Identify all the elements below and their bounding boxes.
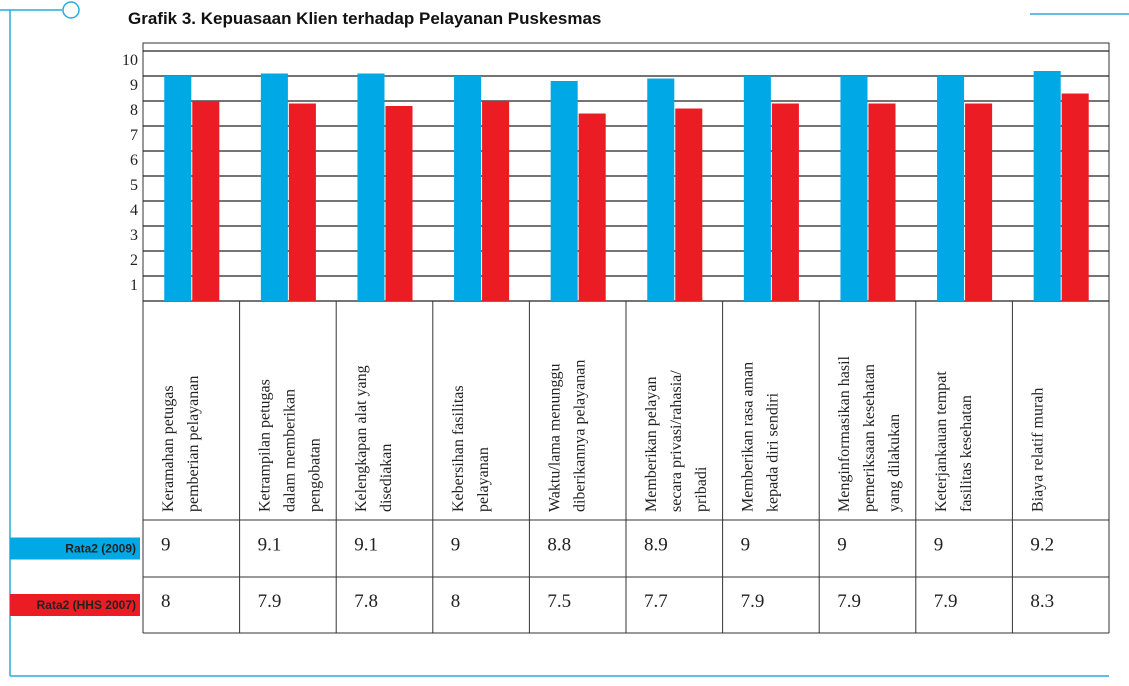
table-value: 9 bbox=[741, 535, 751, 556]
y-tick-label: 10 bbox=[122, 52, 138, 69]
table-value: 8 bbox=[161, 591, 171, 612]
category-label: Keterjankauan tempat bbox=[933, 371, 950, 512]
table-value: 7.9 bbox=[258, 591, 282, 612]
bar bbox=[578, 113, 606, 301]
bar bbox=[385, 106, 413, 301]
table-value: 9.2 bbox=[1030, 535, 1054, 556]
category-label: yang dilakukan bbox=[886, 414, 903, 512]
bar bbox=[965, 103, 993, 301]
table-value: 7.9 bbox=[934, 591, 958, 612]
category-label: fasilitas kesehatan bbox=[958, 395, 975, 512]
bar bbox=[357, 73, 385, 301]
bar bbox=[192, 101, 220, 301]
bar bbox=[164, 76, 192, 301]
y-tick-label: 1 bbox=[130, 277, 138, 294]
y-tick-label: 5 bbox=[130, 177, 138, 194]
bar bbox=[771, 103, 799, 301]
category-label: pemberian pelayanan bbox=[185, 376, 202, 512]
category-label: Menginformasikan hasil bbox=[836, 355, 853, 512]
category-label: Biaya relatif murah bbox=[1029, 388, 1046, 512]
bar bbox=[675, 108, 703, 301]
table-value: 9 bbox=[837, 535, 847, 556]
table-value: 8.3 bbox=[1030, 591, 1054, 612]
y-tick-label: 2 bbox=[130, 252, 138, 269]
bar bbox=[840, 76, 868, 301]
legend-label: Rata2 (2009) bbox=[65, 542, 136, 556]
category-label: Memberikan rasa aman bbox=[740, 362, 757, 512]
category-label: Kebersihan fasilitas bbox=[450, 385, 467, 512]
table-value: 8.8 bbox=[547, 535, 571, 556]
category-label: pelayanan bbox=[475, 447, 492, 512]
table-value: 9 bbox=[934, 535, 944, 556]
table-value: 8.9 bbox=[644, 535, 668, 556]
bar bbox=[482, 101, 510, 301]
y-tick-label: 4 bbox=[130, 202, 138, 219]
table-value: 7.8 bbox=[354, 591, 378, 612]
deco-circle bbox=[62, 1, 80, 19]
legend-swatch bbox=[10, 594, 140, 616]
table-value: 9.1 bbox=[354, 535, 378, 556]
bar bbox=[647, 78, 675, 301]
category-label: disediakan bbox=[378, 444, 395, 512]
category-label: diberikannya pelayanan bbox=[571, 360, 588, 512]
category-label: Ketrampilan petugas bbox=[257, 379, 274, 512]
bar bbox=[743, 76, 771, 301]
y-tick-label: 8 bbox=[130, 102, 138, 119]
legend-label: Rata2 (HHS 2007) bbox=[37, 598, 136, 612]
category-label: dalam memberikan bbox=[282, 389, 299, 512]
table-value: 7.9 bbox=[837, 591, 861, 612]
category-label: Kelengkapan alat yang bbox=[353, 365, 370, 512]
y-tick-label: 7 bbox=[130, 127, 138, 144]
category-label: pribadi bbox=[693, 466, 710, 512]
bar bbox=[454, 76, 482, 301]
y-tick-label: 9 bbox=[130, 77, 138, 94]
bar bbox=[937, 76, 965, 301]
table-value: 9.1 bbox=[258, 535, 282, 556]
table-value: 9 bbox=[451, 535, 461, 556]
table-value: 7.7 bbox=[644, 591, 668, 612]
y-tick-label: 3 bbox=[130, 227, 138, 244]
bar bbox=[1061, 93, 1089, 301]
table-value: 7.5 bbox=[547, 591, 571, 612]
category-label: pemeriksaan kesehatan bbox=[861, 364, 878, 512]
category-label: pengobatan bbox=[307, 438, 324, 512]
category-label: kepada diri sendiri bbox=[765, 392, 782, 512]
bar bbox=[550, 81, 578, 301]
bar bbox=[868, 103, 896, 301]
category-label: Keramahan petugas bbox=[160, 385, 177, 512]
bar bbox=[260, 73, 288, 301]
table-value: 7.9 bbox=[741, 591, 765, 612]
category-label: Memberikan pelayan bbox=[643, 377, 660, 513]
table-value: 8 bbox=[451, 591, 461, 612]
legend-swatch bbox=[10, 537, 140, 560]
bar bbox=[1033, 71, 1061, 301]
y-tick-label: 6 bbox=[130, 152, 138, 169]
table-value: 9 bbox=[161, 535, 171, 556]
chart-title: Grafik 3. Kepuasaan Klien terhadap Pelay… bbox=[128, 9, 601, 28]
bar bbox=[288, 103, 316, 301]
category-label: secara privasi/rahasia/ bbox=[668, 370, 685, 512]
category-label: Waktu/lama menunggu bbox=[546, 364, 563, 512]
